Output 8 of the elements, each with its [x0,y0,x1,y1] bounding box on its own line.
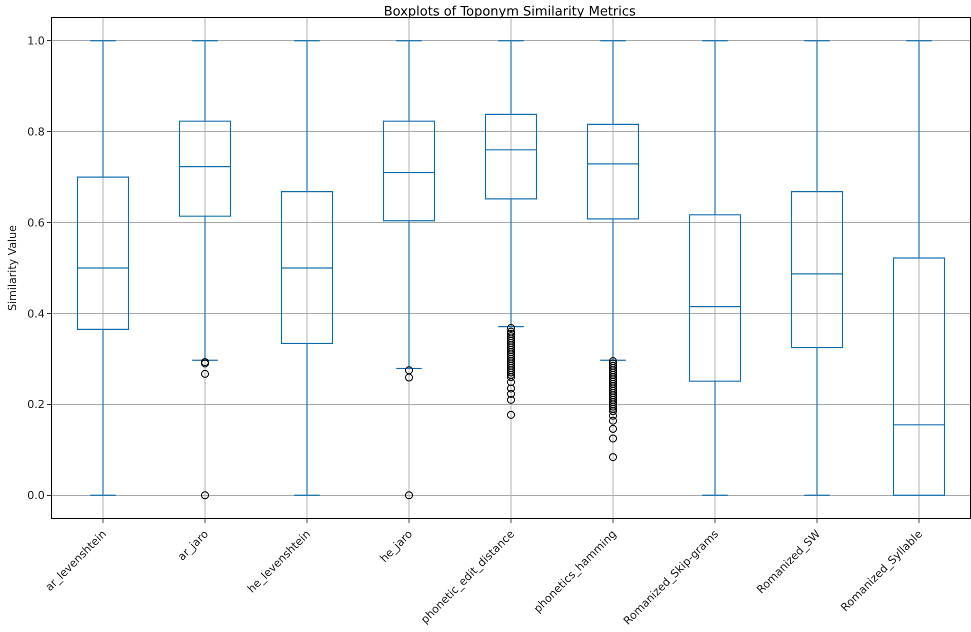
y-tick-label: 0.2 [27,398,45,412]
y-tick-label: 0.4 [27,307,45,320]
y-axis-title: Similarity Value [6,224,19,311]
y-tick-label: 0.0 [27,489,45,502]
y-tick-label: 0.6 [27,216,45,230]
y-tick-label: 0.8 [27,125,45,138]
chart-title: Boxplots of Toponym Similarity Metrics [384,4,636,20]
y-tick-label: 1.0 [27,34,45,48]
